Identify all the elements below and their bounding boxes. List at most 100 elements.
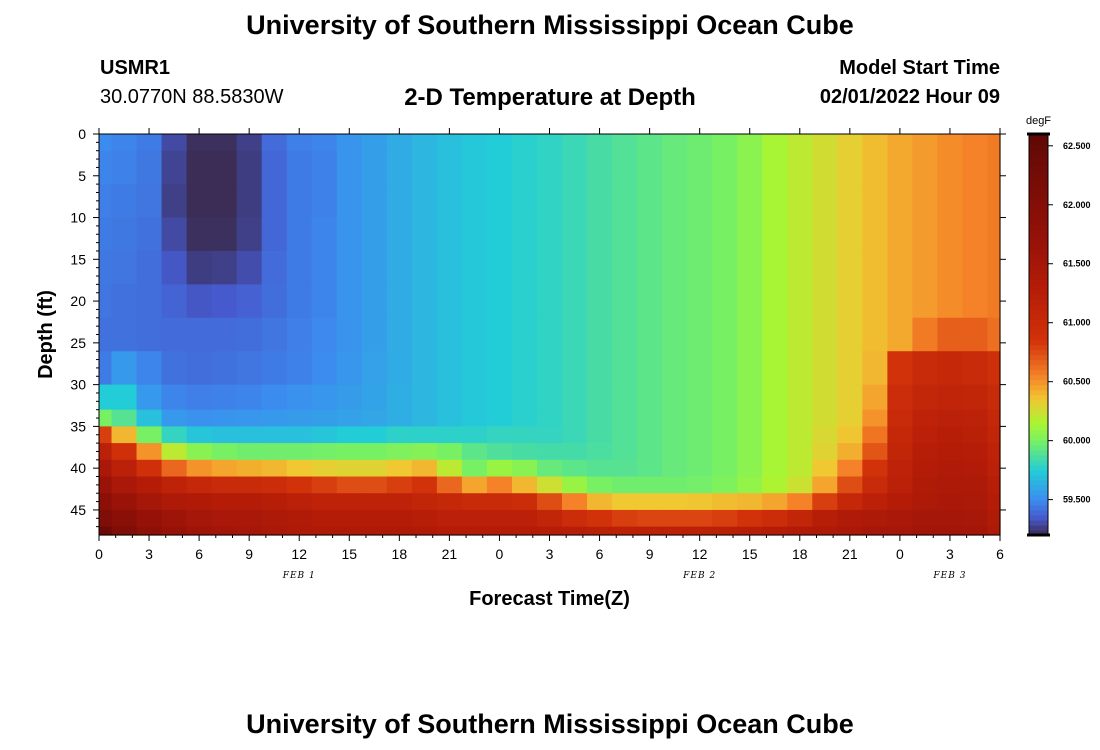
heatmap-cell [887, 384, 914, 411]
heatmap-cell [536, 476, 563, 494]
heatmap-cell [887, 184, 914, 219]
heatmap-cell [637, 250, 663, 285]
heatmap-cell [261, 317, 288, 352]
heatmap-cell [411, 493, 438, 511]
colorbar-segment [1029, 204, 1048, 210]
heatmap-cell [286, 526, 313, 536]
heatmap-cell [386, 493, 413, 511]
heatmap-cell [687, 509, 713, 528]
heatmap-cell [587, 150, 613, 185]
heatmap-cell [812, 443, 838, 461]
heatmap-cell [612, 250, 638, 285]
heatmap-cell [136, 384, 163, 411]
heatmap-cell [311, 409, 338, 427]
heatmap-cell [962, 284, 989, 319]
heatmap-cell [436, 351, 463, 386]
heatmap-cell [937, 476, 964, 494]
heatmap-cell [812, 459, 838, 478]
heatmap-cell [987, 184, 1001, 219]
heatmap-cell [862, 526, 888, 536]
heatmap-cell [562, 384, 588, 411]
heatmap-cell [436, 134, 463, 152]
heatmap-cell [236, 184, 263, 219]
heatmap-cell [486, 459, 513, 478]
heatmap-cell [612, 409, 638, 427]
heatmap-cell [637, 351, 663, 386]
colorbar-segment [1029, 424, 1048, 431]
heatmap-cell [687, 250, 713, 285]
colorbar-segment [1029, 369, 1048, 376]
heatmap-cell [662, 443, 688, 461]
heatmap-cell [161, 317, 188, 352]
heatmap-cell [336, 284, 363, 319]
heatmap-cell [937, 351, 964, 386]
heatmap-cell [236, 284, 263, 319]
heatmap-cell [687, 150, 713, 185]
heatmap-cell [311, 526, 338, 536]
colorbar-segment [1029, 444, 1048, 451]
heatmap-cell [987, 459, 1001, 478]
colorbar-tick-label: 60.000 [1063, 436, 1091, 446]
heatmap-cell [111, 317, 138, 352]
colorbar-segment [1029, 144, 1048, 150]
colorbar-segment [1029, 409, 1048, 416]
heatmap-cell [161, 476, 188, 494]
heatmap-cell [386, 184, 413, 219]
heatmap-cell [962, 409, 989, 427]
heatmap-cell [762, 284, 788, 319]
heatmap-cell [637, 426, 663, 444]
colorbar-segment [1029, 504, 1048, 511]
heatmap-cell [712, 476, 738, 494]
heatmap-cell [887, 134, 914, 152]
heatmap-cell [111, 459, 138, 478]
heatmap-cell [361, 317, 388, 352]
heatmap-cell [737, 284, 763, 319]
heatmap-cell [787, 459, 813, 478]
heatmap-cell [411, 317, 438, 352]
heatmap-cell [662, 459, 688, 478]
colorbar-segment [1029, 149, 1048, 155]
heatmap-cell [762, 184, 788, 219]
heatmap-cell [311, 351, 338, 386]
heatmap-cell [962, 150, 989, 185]
heatmap-cell [787, 426, 813, 444]
heatmap-cell [386, 526, 413, 536]
heatmap-cell [211, 284, 238, 319]
heatmap-cell [862, 284, 888, 319]
heatmap-cell [737, 134, 763, 152]
colorbar-segment [1029, 289, 1048, 295]
heatmap-cell [386, 134, 413, 152]
heatmap-cell [536, 184, 563, 219]
heatmap-cell [136, 493, 163, 511]
colorbar-segment [1029, 399, 1048, 406]
heatmap-cell [887, 409, 914, 427]
heatmap-cell [687, 493, 713, 511]
heatmap-cell [812, 384, 838, 411]
heatmap-cell [536, 409, 563, 427]
heatmap-cell [887, 459, 914, 478]
heatmap-cell [612, 526, 638, 536]
heatmap-cell [186, 317, 213, 352]
heatmap-cell [461, 250, 488, 285]
y-tick-label: 5 [78, 168, 86, 184]
heatmap-cell [336, 493, 363, 511]
heatmap-cell [136, 426, 163, 444]
x-tick-label: 6 [195, 546, 203, 562]
heatmap-cell [662, 351, 688, 386]
heatmap-cell [887, 476, 914, 494]
heatmap-cell [161, 526, 188, 536]
heatmap-cell [136, 526, 163, 536]
heatmap-cell [436, 250, 463, 285]
heatmap-cell [587, 426, 613, 444]
heatmap-cell [612, 493, 638, 511]
heatmap-cell [812, 476, 838, 494]
heatmap-cell [937, 184, 964, 219]
heatmap-cell [737, 459, 763, 478]
heatmap-cell [762, 150, 788, 185]
heatmap-cell [712, 284, 738, 319]
heatmap-cell [486, 493, 513, 511]
heatmap-cell [962, 351, 989, 386]
x-tick-label: 15 [341, 546, 357, 562]
heatmap-cell [837, 426, 863, 444]
heatmap-cell [687, 351, 713, 386]
